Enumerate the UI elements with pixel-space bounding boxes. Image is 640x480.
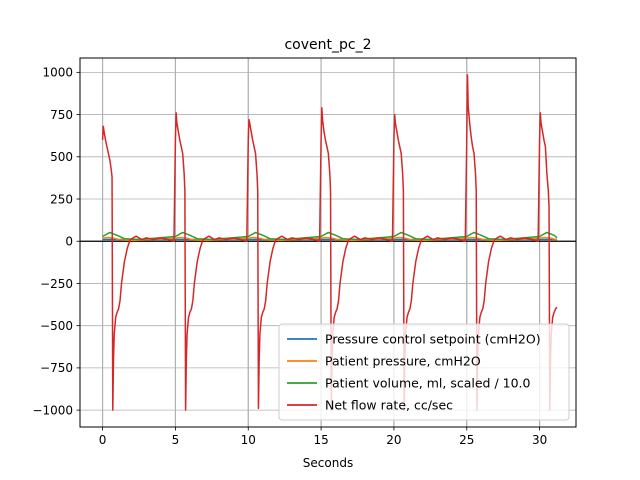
plot-frame [79, 57, 577, 428]
x-tick-label: 30 [532, 433, 547, 447]
y-tick-label: 250 [50, 192, 73, 206]
x-tick-label: 10 [241, 433, 256, 447]
legend-label: Pressure control setpoint (cmH2O) [325, 332, 541, 347]
y-tick-label: −500 [40, 319, 73, 333]
y-tick-label: −250 [40, 277, 73, 291]
y-tick-label: 1000 [42, 66, 73, 80]
legend-box [278, 323, 570, 421]
legend: Pressure control setpoint (cmH2O) Patient… [278, 323, 570, 421]
series-line-2 [102, 231, 558, 241]
y-tick-label: 750 [50, 108, 73, 122]
y-tick-label: 500 [50, 150, 73, 164]
y-tick-label: −1000 [32, 403, 73, 417]
x-axis: 0 5 10 15 20 25 30 [99, 427, 547, 447]
series-line-1 [102, 236, 558, 242]
legend-label: Net flow rate, cc/sec [325, 398, 453, 413]
series-line-3 [101, 74, 558, 411]
x-tick-label: 20 [386, 433, 401, 447]
y-axis: −1000 −750 −500 −250 0 250 500 750 1000 [32, 66, 80, 417]
legend-label: Patient pressure, cmH2O [325, 354, 481, 369]
y-tick-label: 0 [65, 235, 73, 249]
y-tick-label: −750 [40, 361, 73, 375]
x-axis-label: Seconds [303, 456, 353, 470]
x-tick-label: 0 [99, 433, 107, 447]
chart-title: covent_pc_2 [284, 37, 371, 53]
series-group [101, 74, 558, 411]
x-tick-label: 25 [459, 433, 474, 447]
legend-label: Patient volume, ml, scaled / 10.0 [325, 376, 531, 391]
x-tick-label: 5 [172, 433, 180, 447]
x-tick-label: 15 [313, 433, 328, 447]
